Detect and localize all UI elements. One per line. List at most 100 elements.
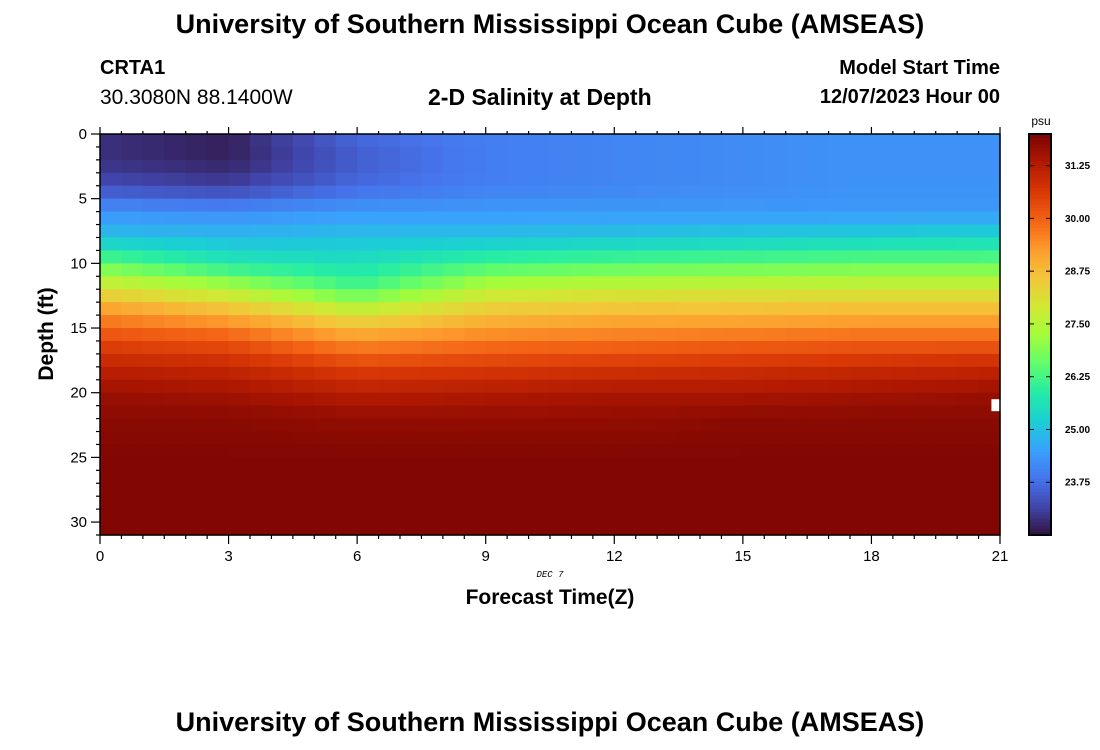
colorbar-segment — [1029, 154, 1051, 158]
heatmap-cell — [871, 483, 894, 497]
heatmap-cell — [528, 159, 551, 174]
heatmap-cell — [335, 457, 358, 471]
colorbar-tick-label: 26.25 — [1065, 372, 1090, 383]
colorbar-tick-label: 31.25 — [1065, 161, 1090, 172]
heatmap-cell — [164, 211, 187, 226]
heatmap-cell — [528, 224, 551, 239]
heatmap-cell — [935, 302, 958, 316]
heatmap-cell — [357, 418, 380, 433]
heatmap-cell — [614, 444, 637, 458]
heatmap-cell — [785, 483, 808, 497]
heatmap-cell — [507, 457, 530, 471]
heatmap-cell — [400, 198, 423, 213]
heatmap-cell — [507, 250, 530, 264]
heatmap-cell — [507, 172, 530, 187]
heatmap-cell — [335, 302, 358, 316]
heatmap-cell — [785, 250, 808, 264]
heatmap-cell — [292, 185, 315, 200]
heatmap-cell — [892, 379, 915, 394]
heatmap-cell — [292, 353, 315, 368]
heatmap-cell — [378, 289, 401, 303]
heatmap-cell — [100, 315, 123, 329]
heatmap-cell — [314, 276, 337, 290]
heatmap-cell — [785, 276, 808, 290]
heatmap-cell — [357, 340, 380, 355]
heatmap-cell — [121, 263, 144, 277]
heatmap-cell — [657, 224, 680, 239]
heatmap-cell — [228, 302, 251, 316]
colorbar-segment — [1029, 498, 1051, 503]
heatmap-cell — [228, 134, 251, 148]
heatmap-cell — [828, 431, 851, 446]
heatmap-cell — [164, 146, 187, 161]
heatmap-cell — [807, 185, 830, 200]
heatmap-cell — [357, 146, 380, 161]
heatmap-cell — [978, 289, 1001, 303]
heatmap-cell — [228, 405, 251, 420]
colorbar-segment — [1029, 267, 1051, 272]
heatmap-cell — [421, 237, 444, 252]
heatmap-cell — [957, 418, 980, 433]
heatmap-cell — [742, 237, 765, 252]
heatmap-cell — [207, 405, 230, 420]
heatmap-cell — [657, 289, 680, 303]
heatmap-cell — [764, 159, 787, 174]
heatmap-cell — [550, 250, 573, 264]
colorbar-segment — [1029, 164, 1051, 169]
heatmap-cell — [914, 418, 937, 433]
heatmap-cell — [485, 198, 508, 213]
colorbar-segment — [1029, 207, 1051, 212]
colorbar-segment — [1029, 234, 1051, 239]
colorbar-segment — [1029, 137, 1051, 142]
heatmap-cell — [100, 340, 123, 355]
heatmap-cell — [485, 392, 508, 407]
colorbar-tick-label: 27.50 — [1065, 319, 1090, 330]
heatmap-cell — [228, 185, 251, 200]
heatmap-cell — [100, 431, 123, 446]
colorbar-segment — [1029, 384, 1051, 389]
heatmap-cell — [785, 444, 808, 458]
heatmap-cell — [207, 276, 230, 290]
heatmap-cell — [571, 379, 594, 394]
heatmap-cell — [378, 340, 401, 355]
heatmap-cell — [635, 263, 658, 277]
heatmap-cell — [121, 211, 144, 226]
heatmap-cell — [442, 392, 465, 407]
heatmap-cell — [764, 185, 787, 200]
heatmap-cell — [828, 457, 851, 471]
heatmap-cell — [592, 392, 615, 407]
heatmap-cell — [335, 444, 358, 458]
heatmap-cell — [635, 353, 658, 368]
heatmap-cell — [957, 522, 980, 536]
heatmap-cells — [100, 134, 1001, 536]
heatmap-cell — [957, 340, 980, 355]
heatmap-cell — [421, 366, 444, 381]
heatmap-cell — [250, 198, 273, 213]
heatmap-cell — [550, 392, 573, 407]
heatmap-cell — [635, 522, 658, 536]
colorbar-segment — [1029, 361, 1051, 366]
colorbar-segment — [1029, 354, 1051, 359]
heatmap-cell — [635, 224, 658, 239]
y-axis: 0 5 10 15 20 25 30 — [70, 126, 100, 536]
heatmap-cell — [871, 405, 894, 420]
colorbar-segment — [1029, 448, 1051, 453]
heatmap-cell — [828, 392, 851, 407]
heatmap-cell — [828, 379, 851, 394]
heatmap-cell — [271, 328, 294, 342]
heatmap-cell — [185, 483, 208, 497]
heatmap-cell — [914, 379, 937, 394]
colorbar-segment — [1029, 144, 1051, 148]
heatmap-cell — [207, 470, 230, 484]
heatmap-cell — [657, 172, 680, 187]
heatmap-cell — [785, 340, 808, 355]
heatmap-cell — [592, 496, 615, 510]
heatmap-cell — [550, 146, 573, 161]
heatmap-cell — [828, 289, 851, 303]
heatmap-cell — [207, 211, 230, 226]
heatmap-cell — [464, 172, 487, 187]
heatmap-cell — [721, 405, 744, 420]
heatmap-cell — [828, 328, 851, 342]
heatmap-cell — [657, 211, 680, 226]
heatmap-cell — [164, 315, 187, 329]
